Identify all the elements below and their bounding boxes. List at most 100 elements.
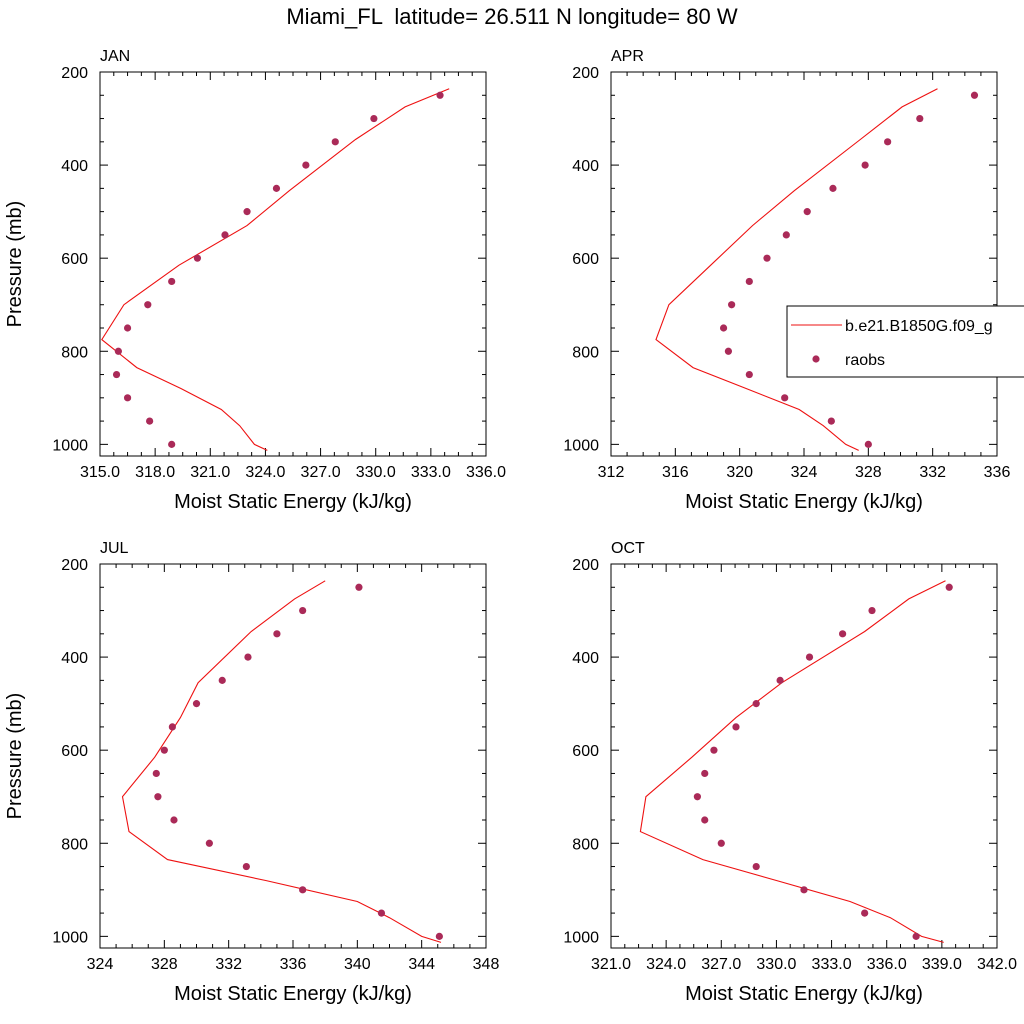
raobs-point [724, 347, 733, 355]
raobs-point [144, 301, 152, 309]
panel-title: APR [611, 48, 644, 65]
x-tick-label: 321.0 [591, 956, 631, 973]
x-tick-label: 336 [984, 464, 1011, 481]
x-tick-label: 328 [855, 464, 882, 481]
x-tick-label: 336.0 [867, 956, 907, 973]
y-tick-label: 200 [61, 557, 88, 574]
raobs-point [299, 606, 307, 615]
y-tick-label: 1000 [52, 929, 88, 946]
raobs-point [154, 793, 162, 801]
raobs-point [192, 700, 201, 708]
x-tick-label: 312 [598, 464, 625, 481]
raobs-point [776, 676, 784, 684]
raobs-point [243, 208, 251, 216]
raobs-point [193, 254, 202, 262]
raobs-point [272, 184, 281, 192]
x-axis-title: Moist Static Energy (kJ/kg) [174, 983, 412, 1005]
raobs-point [800, 886, 808, 894]
y-tick-label: 800 [61, 836, 88, 853]
raobs-point [168, 723, 176, 731]
x-tick-label: 320 [726, 464, 753, 481]
x-tick-label: 336 [280, 956, 307, 973]
raobs-point [221, 231, 229, 239]
raobs-point [170, 816, 178, 824]
raobs-point [168, 440, 176, 448]
y-tick-label: 200 [572, 65, 599, 82]
y-tick-label: 800 [572, 836, 599, 853]
raobs-point [273, 630, 281, 638]
legend-label-model: b.e21.B1850G.f09_g [845, 318, 993, 335]
raobs-point [377, 909, 386, 917]
y-tick-label: 400 [572, 650, 599, 667]
y-tick-label: 1000 [52, 437, 88, 454]
raobs-point [745, 370, 753, 379]
raobs-point [827, 417, 835, 425]
x-tick-label: 342.0 [977, 956, 1017, 973]
y-tick-label: 1000 [563, 437, 599, 454]
y-tick-label: 600 [572, 251, 599, 268]
raobs-point [160, 746, 168, 754]
figure-title: Miami_FL latitude= 26.511 N longitude= 8… [286, 4, 738, 29]
y-tick-label: 800 [61, 344, 88, 361]
raobs-point [839, 630, 847, 638]
x-axis-title: Moist Static Energy (kJ/kg) [685, 491, 923, 513]
y-axis-title: Pressure (mb) [4, 693, 26, 820]
raobs-point [710, 746, 718, 754]
y-tick-label: 600 [61, 251, 88, 268]
raobs-point [435, 932, 443, 940]
y-axis-title: Pressure (mb) [4, 201, 26, 328]
x-tick-label: 339.0 [922, 956, 962, 973]
raobs-point [123, 324, 132, 332]
panel-jan: 315.0 318.0 321.0 324.0 327.0 330.0 333.0 336.0… [4, 48, 506, 513]
x-tick-label: 315.0 [80, 464, 120, 481]
raobs-point [299, 886, 307, 894]
model-profile-line [121, 580, 442, 943]
raobs-point [884, 138, 892, 146]
raobs-point [945, 583, 953, 591]
x-tick-label: 348 [473, 956, 500, 973]
panel-title: JUL [100, 540, 129, 557]
x-tick-label: 316 [662, 464, 689, 481]
raobs-point [244, 653, 252, 661]
x-tick-label: 321.0 [190, 464, 230, 481]
raobs-point [864, 440, 872, 448]
x-tick-label: 328 [151, 956, 178, 973]
y-tick-label: 600 [61, 743, 88, 760]
raobs-point [970, 91, 979, 99]
y-tick-label: 200 [61, 65, 88, 82]
raobs-point [861, 161, 869, 169]
raobs-point [752, 862, 760, 871]
x-tick-label: 327.0 [701, 956, 741, 973]
panel-title: OCT [611, 540, 645, 557]
raobs-point [693, 793, 701, 801]
raobs-point [752, 700, 760, 708]
raobs-point [168, 277, 176, 286]
raobs-point [112, 370, 121, 379]
raobs-point [719, 324, 728, 332]
y-tick-label: 800 [572, 344, 599, 361]
raobs-point [218, 676, 226, 684]
y-tick-label: 400 [61, 650, 88, 667]
raobs-point [701, 816, 709, 824]
x-tick-label: 333.0 [812, 956, 852, 973]
x-axis-title: Moist Static Energy (kJ/kg) [174, 491, 412, 513]
raobs-point [868, 606, 876, 615]
y-tick-label: 1000 [563, 929, 599, 946]
x-tick-label: 332 [215, 956, 242, 973]
raobs-point [861, 909, 869, 917]
raobs-point [912, 932, 920, 940]
legend-box [786, 305, 1024, 378]
panel-apr: 312 316 320 324 328 332 336 200 400 600 800 1000 APR… [563, 48, 1010, 513]
x-axis-title: Moist Static Energy (kJ/kg) [685, 983, 923, 1005]
plot-frame [610, 71, 998, 457]
model-profile-line [655, 88, 938, 451]
raobs-point [805, 653, 814, 661]
panel-jul: 324 328 332 336 340 344 348 200 400 600 800 1000 JUL… [4, 540, 499, 1005]
raobs-point [331, 138, 339, 146]
y-tick-label: 400 [61, 158, 88, 175]
y-tick-label: 200 [572, 557, 599, 574]
raobs-point [701, 769, 709, 778]
raobs-point [146, 417, 154, 425]
raobs-point [728, 301, 736, 309]
raobs-point [745, 277, 753, 286]
